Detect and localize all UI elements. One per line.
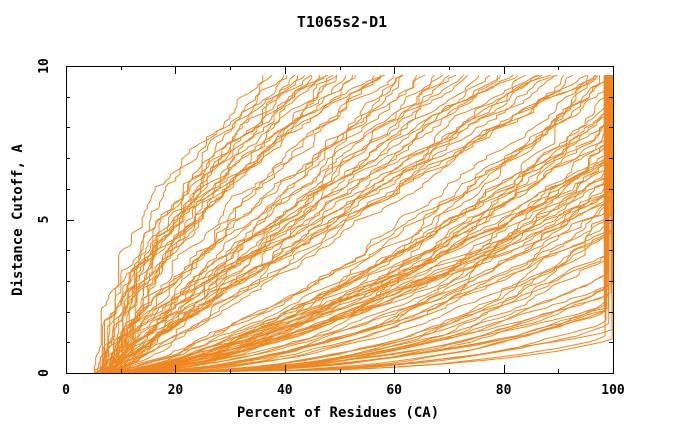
model-curve [105,74,468,373]
model-curve [101,74,444,373]
model-curve [103,74,519,374]
model-curve [110,74,565,374]
model-curve [100,74,526,374]
model-curve [106,75,606,374]
text-labels-layer: T1065s2-D1 Percent of Residues (CA) Dist… [10,13,439,421]
model-curve [98,74,552,374]
model-curve [114,75,611,374]
y-tick-label: 0 [37,369,52,377]
model-curve [100,75,589,374]
model-curve [114,75,601,374]
model-curve [117,75,609,374]
model-curve [116,75,605,374]
x-tick-label: 60 [386,383,402,398]
y-tick-label: 10 [37,58,52,74]
model-curve [102,75,264,373]
model-curve [113,75,614,374]
model-curve [100,74,327,374]
model-curve [106,74,540,374]
model-curve [106,75,607,374]
model-curve [100,75,607,374]
model-curve [102,75,612,374]
model-curve [109,75,606,374]
model-curve [94,74,598,373]
model-curve [106,75,609,374]
model-curve [115,75,606,374]
y-axis-label: Distance Cutoff, A [10,144,26,296]
y-tick-label: 5 [37,216,52,224]
model-curve [107,75,609,374]
model-curve [101,74,426,374]
model-curve [93,75,288,373]
model-curve [118,75,614,374]
x-tick-label: 100 [601,383,625,398]
chart-title: T1065s2-D1 [297,13,387,31]
model-curve [111,74,542,374]
x-tick-label: 20 [168,383,184,398]
model-curve [111,75,606,374]
model-curve [113,74,306,374]
model-curve [106,75,338,373]
tick-labels-layer: 0 20 40 60 80 100 0 5 10 [37,58,625,398]
x-tick-label: 80 [496,383,512,398]
model-curve [109,74,554,374]
model-curve [116,74,480,373]
model-curve [109,75,354,373]
model-curve [105,75,609,374]
model-curve [96,74,465,373]
model-curve [102,75,607,374]
x-tick-label: 0 [62,383,70,398]
model-curve [101,74,595,373]
model-curve [98,74,457,374]
model-curve [113,74,588,373]
model-curve [104,75,613,374]
axes-layer [66,66,614,374]
model-curve [109,74,334,373]
model-curve [98,75,613,374]
model-curve [114,74,338,374]
model-curve [112,75,612,374]
model-curve [95,75,285,374]
model-curve [101,74,596,374]
model-curve [103,75,610,374]
model-curve [108,75,608,374]
model-curve [109,75,608,374]
model-curve [112,74,491,374]
x-axis-label: Percent of Residues (CA) [237,405,439,421]
model-curve [119,75,597,374]
x-tick-label: 40 [277,383,293,398]
model-curve [113,75,605,374]
model-curve [111,75,612,374]
model-curve [108,75,606,374]
model-curve [96,74,375,374]
curves-layer [93,74,614,374]
